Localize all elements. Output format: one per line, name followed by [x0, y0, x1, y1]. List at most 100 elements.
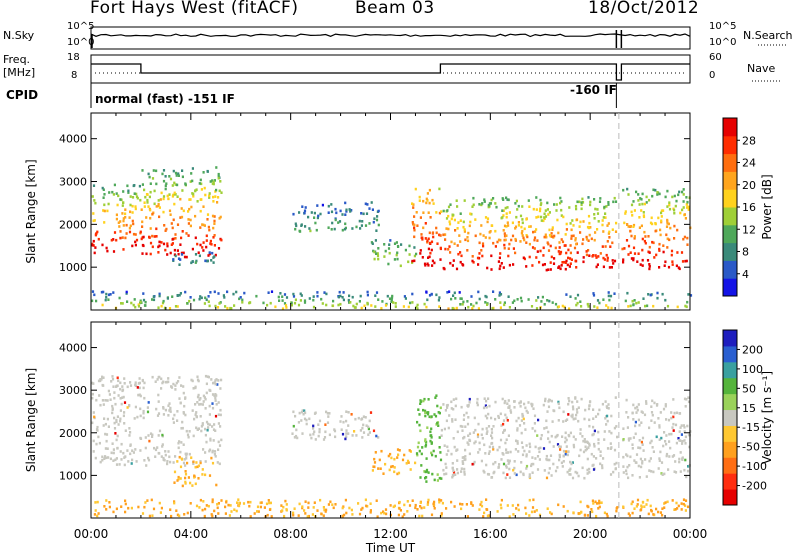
power-cell [396, 251, 399, 255]
velocity-cell [463, 458, 466, 462]
velocity-colorbar-swatch [723, 393, 737, 411]
power-cell [388, 297, 392, 300]
power-cell [422, 199, 425, 203]
velocity-cell [197, 427, 200, 430]
velocity-cell [680, 502, 683, 505]
velocity-cell [318, 419, 322, 423]
power-colorbar-swatch [723, 189, 737, 208]
power-cell [189, 296, 192, 299]
power-cell [498, 294, 501, 297]
power-cell [117, 194, 120, 198]
power-cell [554, 302, 558, 306]
velocity-cell [408, 449, 411, 452]
velocity-cell [440, 477, 443, 480]
velocity-cell [677, 504, 680, 508]
power-cell [383, 255, 386, 258]
velocity-cell [505, 464, 508, 468]
velocity-cell [155, 407, 158, 411]
power-cell [173, 191, 176, 195]
velocity-cell [675, 441, 678, 445]
velocity-cell [674, 423, 678, 427]
velocity-cell [217, 379, 220, 382]
power-cell [640, 198, 643, 201]
velocity-cell [208, 413, 211, 416]
velocity-cell [522, 473, 525, 477]
velocity-cell [615, 461, 618, 465]
power-cell [488, 202, 491, 205]
velocity-cell [326, 412, 329, 415]
power-cell [95, 299, 98, 303]
velocity-colorbar-tick-label: 100 [742, 363, 763, 376]
velocity-cell [640, 421, 643, 424]
velocity-cell [217, 401, 220, 404]
power-cell [673, 224, 676, 228]
velocity-cell [118, 463, 121, 466]
velocity-cell [592, 502, 595, 505]
velocity-cell [340, 415, 343, 418]
velocity-cell [362, 415, 365, 418]
velocity-cell [613, 462, 616, 466]
power-cell [448, 290, 451, 293]
power-cell [462, 220, 465, 224]
velocity-cell [485, 399, 488, 403]
velocity-cell [507, 434, 510, 437]
velocity-cell [219, 408, 222, 412]
velocity-cell [124, 429, 127, 432]
power-cell [131, 196, 135, 199]
power-cell [192, 298, 196, 302]
power-cell [284, 304, 288, 307]
velocity-cell [139, 436, 142, 440]
velocity-cell [595, 502, 599, 505]
power-cell [596, 228, 599, 231]
velocity-cell [632, 418, 635, 421]
power-cell [547, 249, 551, 252]
velocity-cell [631, 447, 634, 450]
power-cell [387, 247, 391, 250]
velocity-cell [504, 476, 507, 480]
velocity-cell [174, 384, 177, 387]
velocity-cell [677, 437, 680, 440]
power-cell [514, 202, 517, 205]
velocity-cell [178, 397, 181, 400]
power-cell [574, 204, 578, 208]
power-cell [622, 188, 625, 192]
power-cell [413, 235, 416, 239]
power-cell [166, 244, 169, 248]
velocity-cell [227, 503, 230, 507]
power-cell [466, 236, 469, 239]
power-cell [551, 235, 554, 238]
power-cell [433, 261, 436, 265]
velocity-cell [93, 513, 96, 516]
power-cell [481, 242, 485, 245]
velocity-cell [198, 506, 201, 509]
velocity-cell [456, 471, 459, 475]
velocity-cell [433, 500, 436, 504]
power-cell [554, 246, 557, 250]
velocity-cell [156, 378, 159, 381]
power-cell [427, 256, 430, 259]
velocity-cell [210, 378, 213, 381]
power-cell [131, 244, 134, 248]
velocity-cell [219, 425, 222, 428]
power-cell [459, 297, 462, 300]
power-cell [139, 300, 142, 304]
power-cell [344, 201, 347, 205]
velocity-cell [401, 515, 404, 518]
power-cell [543, 235, 546, 239]
power-cell [435, 226, 438, 230]
velocity-cell [399, 509, 402, 512]
power-cell [208, 194, 211, 198]
velocity-cell [188, 430, 191, 433]
velocity-cell [641, 411, 644, 414]
power-panel-ytick-label: 4000 [59, 133, 87, 146]
power-cell [103, 193, 106, 196]
power-cell [630, 257, 633, 260]
velocity-cell [455, 397, 458, 401]
velocity-cell [529, 445, 532, 449]
velocity-cell [139, 414, 142, 418]
velocity-cell [148, 514, 151, 518]
power-cell [508, 263, 511, 267]
velocity-cell [638, 439, 641, 442]
velocity-cell [204, 507, 207, 511]
velocity-cell [432, 502, 435, 506]
